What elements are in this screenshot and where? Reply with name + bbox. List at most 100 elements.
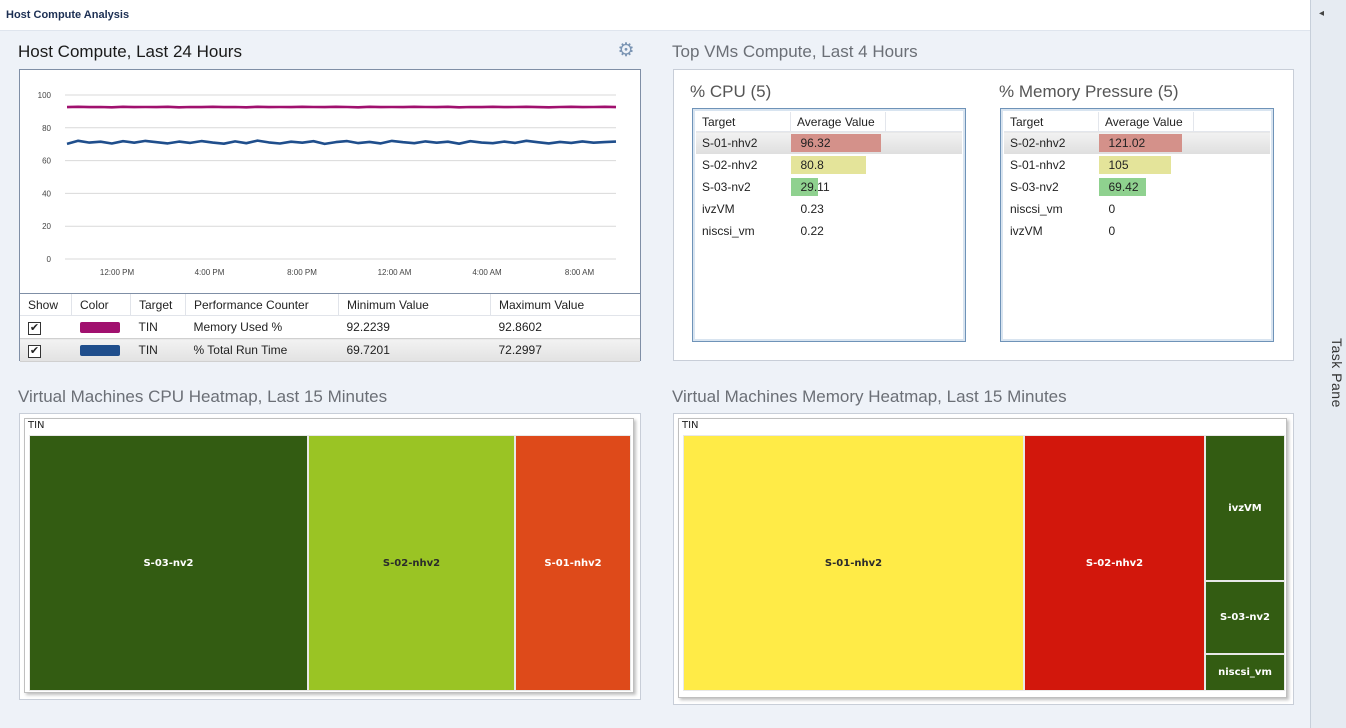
cpu-value: 29.11 <box>800 180 830 194</box>
cpu-heatmap-cell[interactable]: S-02-nhv2 <box>308 435 515 691</box>
memory-value-bar <box>1098 178 1146 196</box>
memory-target: S-03-nv2 <box>1010 180 1059 194</box>
x-tick-label: 8:00 PM <box>287 268 317 277</box>
memory-row[interactable]: S-02-nhv2 121.02 <box>1004 131 1270 154</box>
memory-heatmap-cell[interactable]: ivzVM <box>1205 435 1285 581</box>
cpu-value-bar <box>790 178 818 196</box>
legend-min: 92.2239 <box>346 320 390 334</box>
host-compute-title: Host Compute, Last 24 Hours <box>18 42 242 61</box>
top-vms-title: Top VMs Compute, Last 4 Hours <box>672 42 918 61</box>
cpu-list-title: % CPU (5) <box>690 82 772 101</box>
legend-color-cell <box>72 316 131 339</box>
memory-col-target[interactable]: Target <box>1004 112 1099 132</box>
series-line <box>66 105 617 109</box>
cpu-value: 96.32 <box>800 136 831 150</box>
window-title: Host Compute Analysis <box>6 9 130 21</box>
cpu-row[interactable]: S-01-nhv2 96.32 <box>696 131 962 154</box>
cpu-heatmap-title: Virtual Machines CPU Heatmap, Last 15 Mi… <box>18 387 388 406</box>
memory-row[interactable]: S-03-nv2 69.42 <box>1004 176 1270 198</box>
memory-heatmap: TIN S-01-nhv2 S-02-nhv2 ivzVM S-03-nv2 n… <box>678 418 1287 698</box>
top-vms-panel: % CPU (5) Target Average Value S-01-nhv2… <box>673 69 1294 361</box>
cpu-row[interactable]: S-03-nv2 29.11 <box>696 176 962 198</box>
memory-target: S-02-nhv2 <box>1004 131 1099 154</box>
y-tick-label: 80 <box>42 124 51 133</box>
memory-spacer <box>1194 220 1271 242</box>
memory-row[interactable]: S-01-nhv2 105 <box>1004 154 1270 176</box>
cpu-col-value[interactable]: Average Value <box>790 112 886 132</box>
cpu-heatmap-cell[interactable]: S-03-nv2 <box>29 435 308 691</box>
memory-heatmap-cell[interactable]: S-01-nhv2 <box>683 435 1024 691</box>
show-checkbox[interactable]: ✔ <box>28 344 41 358</box>
cpu-heatmap-cell[interactable]: S-01-nhv2 <box>515 435 631 691</box>
cpu-heatmap-root-label: TIN <box>28 420 45 431</box>
cpu-target: ivzVM <box>702 202 735 216</box>
collapse-arrow-icon[interactable]: ◂ <box>1319 8 1325 19</box>
memory-heatmap-panel: TIN S-01-nhv2 S-02-nhv2 ivzVM S-03-nv2 n… <box>673 413 1294 705</box>
legend-max: 72.2997 <box>490 338 640 362</box>
cpu-row[interactable]: ivzVM 0.23 <box>696 198 962 220</box>
cpu-spacer <box>886 176 963 198</box>
cpu-grid: Target Average Value S-01-nhv2 96.32 S-02-… <box>692 108 966 342</box>
cpu-col-target[interactable]: Target <box>696 112 791 132</box>
task-pane[interactable]: ◂ Task Pane <box>1310 0 1346 728</box>
series-color-swatch[interactable] <box>79 322 120 334</box>
gear-icon[interactable]: ⚙ <box>617 40 635 61</box>
chart-legend-table: Show Color Target Performance Counter Mi… <box>20 294 640 362</box>
legend-col-show[interactable]: Show <box>20 294 72 316</box>
x-tick-label: 4:00 AM <box>472 268 502 277</box>
memory-list-title: % Memory Pressure (5) <box>999 82 1179 101</box>
series-color-swatch[interactable] <box>79 345 120 357</box>
cpu-value-cell: 96.32 <box>790 131 886 154</box>
cpu-col-spacer <box>885 112 962 132</box>
cpu-heatmap: TIN S-03-nv2 S-02-nhv2 S-01-nhv2 <box>24 418 634 693</box>
memory-table: Target Average Value S-02-nhv2 121.02 S-01… <box>1004 112 1270 242</box>
legend-col-max[interactable]: Maximum Value <box>490 294 640 316</box>
title-bar: Host Compute Analysis <box>0 0 1310 31</box>
legend-color-cell <box>71 338 131 362</box>
cpu-value: 80.8 <box>800 158 824 172</box>
memory-target: ivzVM <box>1010 224 1043 238</box>
y-tick-label: 20 <box>42 222 51 231</box>
series-line <box>66 139 617 146</box>
memory-value-cell: 105 <box>1098 154 1194 176</box>
memory-spacer <box>1194 154 1271 176</box>
legend-row[interactable]: ✔ TIN % Total Run Time 69.7201 72.2997 <box>20 338 640 362</box>
memory-heatmap-cell[interactable]: niscsi_vm <box>1205 654 1285 691</box>
memory-grid: Target Average Value S-02-nhv2 121.02 S-01… <box>1000 108 1274 342</box>
memory-value-cell: 69.42 <box>1098 176 1194 198</box>
legend-col-min[interactable]: Minimum Value <box>338 294 491 316</box>
legend-col-color[interactable]: Color <box>71 294 131 316</box>
legend-show-cell: ✔ <box>20 338 72 362</box>
memory-value: 0 <box>1108 224 1116 238</box>
memory-heatmap-cell[interactable]: S-02-nhv2 <box>1024 435 1205 691</box>
y-tick-label: 60 <box>42 157 51 166</box>
legend-row[interactable]: ✔ TIN Memory Used % 92.2239 92.8602 <box>20 316 640 339</box>
legend-col-counter[interactable]: Performance Counter <box>185 294 339 316</box>
memory-value-bar <box>1098 156 1171 174</box>
y-tick-label: 0 <box>47 255 52 264</box>
memory-heatmap-title: Virtual Machines Memory Heatmap, Last 15… <box>672 387 1067 406</box>
legend-counter: Memory Used % <box>193 320 283 334</box>
legend-target: TIN <box>138 320 158 334</box>
show-checkbox[interactable]: ✔ <box>28 321 41 335</box>
legend-max: 92.8602 <box>498 320 542 334</box>
memory-heatmap-cell[interactable]: S-03-nv2 <box>1205 581 1285 654</box>
memory-spacer <box>1193 131 1270 154</box>
memory-row[interactable]: niscsi_vm 0 <box>1004 198 1270 220</box>
cpu-target: niscsi_vm <box>702 224 755 238</box>
x-tick-label: 12:00 AM <box>378 268 412 277</box>
cpu-value: 0.23 <box>800 202 824 216</box>
cpu-value-cell: 29.11 <box>790 176 886 198</box>
cpu-spacer <box>885 131 962 154</box>
memory-col-value[interactable]: Average Value <box>1098 112 1194 132</box>
cpu-table: Target Average Value S-01-nhv2 96.32 S-02-… <box>696 112 962 242</box>
memory-value: 0 <box>1108 202 1116 216</box>
cpu-spacer <box>886 220 963 242</box>
cpu-value-bar <box>790 156 866 174</box>
legend-show-cell: ✔ <box>20 316 72 339</box>
memory-row[interactable]: ivzVM 0 <box>1004 220 1270 242</box>
cpu-row[interactable]: niscsi_vm 0.22 <box>696 220 962 242</box>
legend-col-target[interactable]: Target <box>130 294 186 316</box>
x-tick-label: 4:00 PM <box>195 268 225 277</box>
cpu-row[interactable]: S-02-nhv2 80.8 <box>696 154 962 176</box>
